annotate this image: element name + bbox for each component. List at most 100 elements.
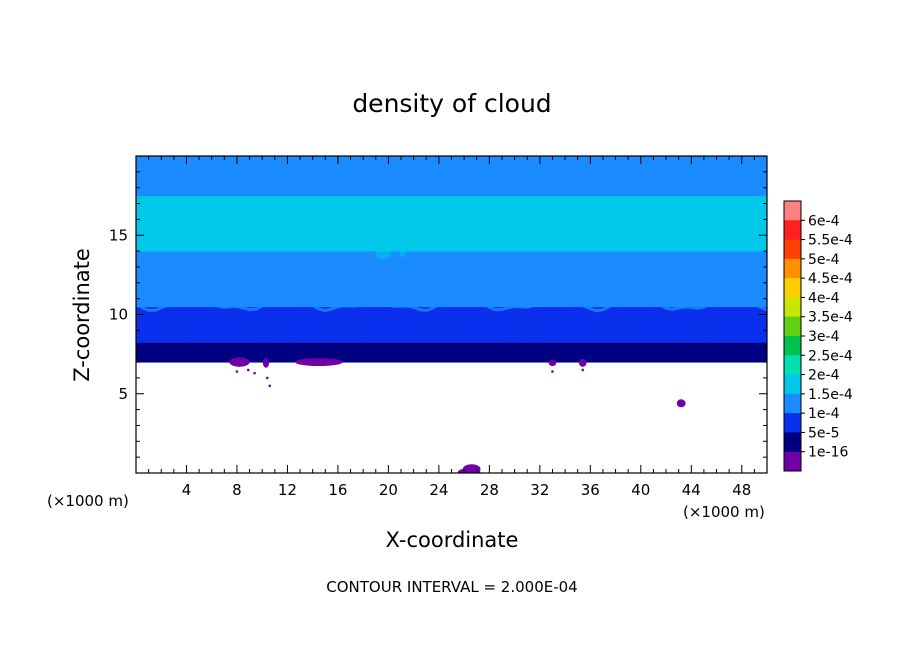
contour-interval-note: CONTOUR INTERVAL = 2.000E-04 xyxy=(326,578,577,596)
cloud-patch xyxy=(715,232,728,252)
colorbar-swatch xyxy=(784,451,801,472)
contour-band xyxy=(136,314,767,319)
contour-band xyxy=(136,179,767,185)
colorbar-label: 3.5e-4 xyxy=(808,310,853,326)
contour-band xyxy=(136,357,767,363)
contour-band xyxy=(136,222,767,228)
contour-band xyxy=(136,214,767,220)
contour-band xyxy=(136,286,767,292)
y-tick-label: 5 xyxy=(118,385,128,403)
colorbar-label: 5e-5 xyxy=(808,425,839,441)
colorbar-label: 2.5e-4 xyxy=(808,348,853,364)
cloud-patch xyxy=(187,224,201,250)
contour-line xyxy=(136,297,767,313)
low-density-dot xyxy=(235,370,239,373)
contour-band xyxy=(136,203,767,209)
colorbar-swatch xyxy=(784,413,801,433)
contour-band xyxy=(136,325,767,331)
chart-title: density of cloud xyxy=(352,89,551,118)
low-density-patch xyxy=(548,359,557,367)
colorbar-label: 4e-4 xyxy=(808,290,840,306)
contour-band xyxy=(136,254,767,260)
colorbar-swatch xyxy=(784,336,801,356)
colorbar-swatch xyxy=(784,432,801,453)
y-tick-label: 10 xyxy=(109,306,128,324)
y-axis-label: Z-coordinate xyxy=(70,248,94,382)
contour-band xyxy=(136,353,767,359)
y-tick-label: 15 xyxy=(109,226,128,244)
low-density-patch xyxy=(262,358,270,368)
colorbar-swatch xyxy=(784,220,801,240)
colorbar-label: 1.5e-4 xyxy=(808,387,853,403)
low-density-patch xyxy=(229,357,250,367)
x-axis: 4 8 12 16 20 24 28 32 36 40 44 48 xyxy=(135,156,768,499)
contour-band xyxy=(136,262,767,268)
contour-band xyxy=(136,290,767,296)
contour-band xyxy=(136,266,767,272)
colorbar-swatch xyxy=(784,355,801,375)
cloud-patch xyxy=(638,238,651,245)
contour-band xyxy=(136,321,767,327)
colorbar-swatch xyxy=(784,201,801,221)
low-density-patch xyxy=(295,358,343,367)
contour-band xyxy=(136,175,767,181)
colorbar-swatch xyxy=(784,258,801,279)
x-axis-label: X-coordinate xyxy=(386,528,519,552)
colorbar: 6e-4 5.5e-4 5e-4 4.5e-4 4e-4 3.5e-4 3e-4 2.5e-4… xyxy=(783,200,853,472)
contour-band xyxy=(136,345,767,351)
colorbar-label: 1e-16 xyxy=(808,445,848,461)
x-tick-label: 28 xyxy=(480,481,499,499)
x-tick-label: 20 xyxy=(379,481,398,499)
x-tick-label: 4 xyxy=(182,481,192,499)
contour-band xyxy=(136,246,767,252)
contour-band xyxy=(136,218,767,224)
contour-band xyxy=(136,329,767,335)
contour-band xyxy=(136,234,767,240)
contour-band xyxy=(136,278,767,284)
cloud-patch xyxy=(684,228,698,245)
colorbar-label: 6e-4 xyxy=(808,213,840,229)
cloud-patch xyxy=(288,235,297,248)
colorbar-swatch xyxy=(784,239,801,260)
low-density-patch xyxy=(676,399,686,408)
cloud-patch xyxy=(616,235,630,242)
x-unit-left: (×1000 m) xyxy=(47,492,129,510)
contour-band xyxy=(136,274,767,280)
cloud-patch xyxy=(744,235,755,242)
low-density-dot xyxy=(551,370,554,373)
contour-band xyxy=(136,199,767,205)
contour-band xyxy=(136,302,767,308)
contour-band xyxy=(136,163,767,169)
colorbar-swatch xyxy=(784,316,801,337)
contour-band xyxy=(136,230,767,236)
low-density-patch xyxy=(578,358,587,367)
colorbar-label: 5.5e-4 xyxy=(808,233,853,249)
x-tick-label: 32 xyxy=(530,481,549,499)
y-axis: 5 10 15 xyxy=(109,171,767,458)
x-unit-right: (×1000 m) xyxy=(683,503,765,521)
contour-band xyxy=(136,187,767,193)
cloud-contours xyxy=(136,156,767,473)
x-tick-label: 16 xyxy=(328,481,347,499)
contour-plot-area xyxy=(135,155,768,474)
colorbar-label: 2e-4 xyxy=(808,368,840,384)
colorbar-swatch xyxy=(784,297,801,318)
contour-line xyxy=(136,346,767,356)
contour-band xyxy=(136,242,767,248)
contour-band xyxy=(136,250,767,256)
contour-band xyxy=(136,167,767,173)
colorbar-label: 5e-4 xyxy=(808,252,840,268)
colorbar-swatch xyxy=(784,374,801,395)
colorbar-swatch xyxy=(784,278,801,298)
colorbar-swatch xyxy=(784,393,801,414)
contour-band xyxy=(136,183,767,189)
contour-band xyxy=(136,238,767,244)
contour-band xyxy=(136,171,767,177)
x-tick-label: 24 xyxy=(429,481,448,499)
cloud-patch xyxy=(399,247,406,258)
contour-line xyxy=(136,330,767,343)
contour-band xyxy=(136,341,767,347)
cloud-patch xyxy=(242,236,253,247)
low-density-dot xyxy=(268,384,272,388)
